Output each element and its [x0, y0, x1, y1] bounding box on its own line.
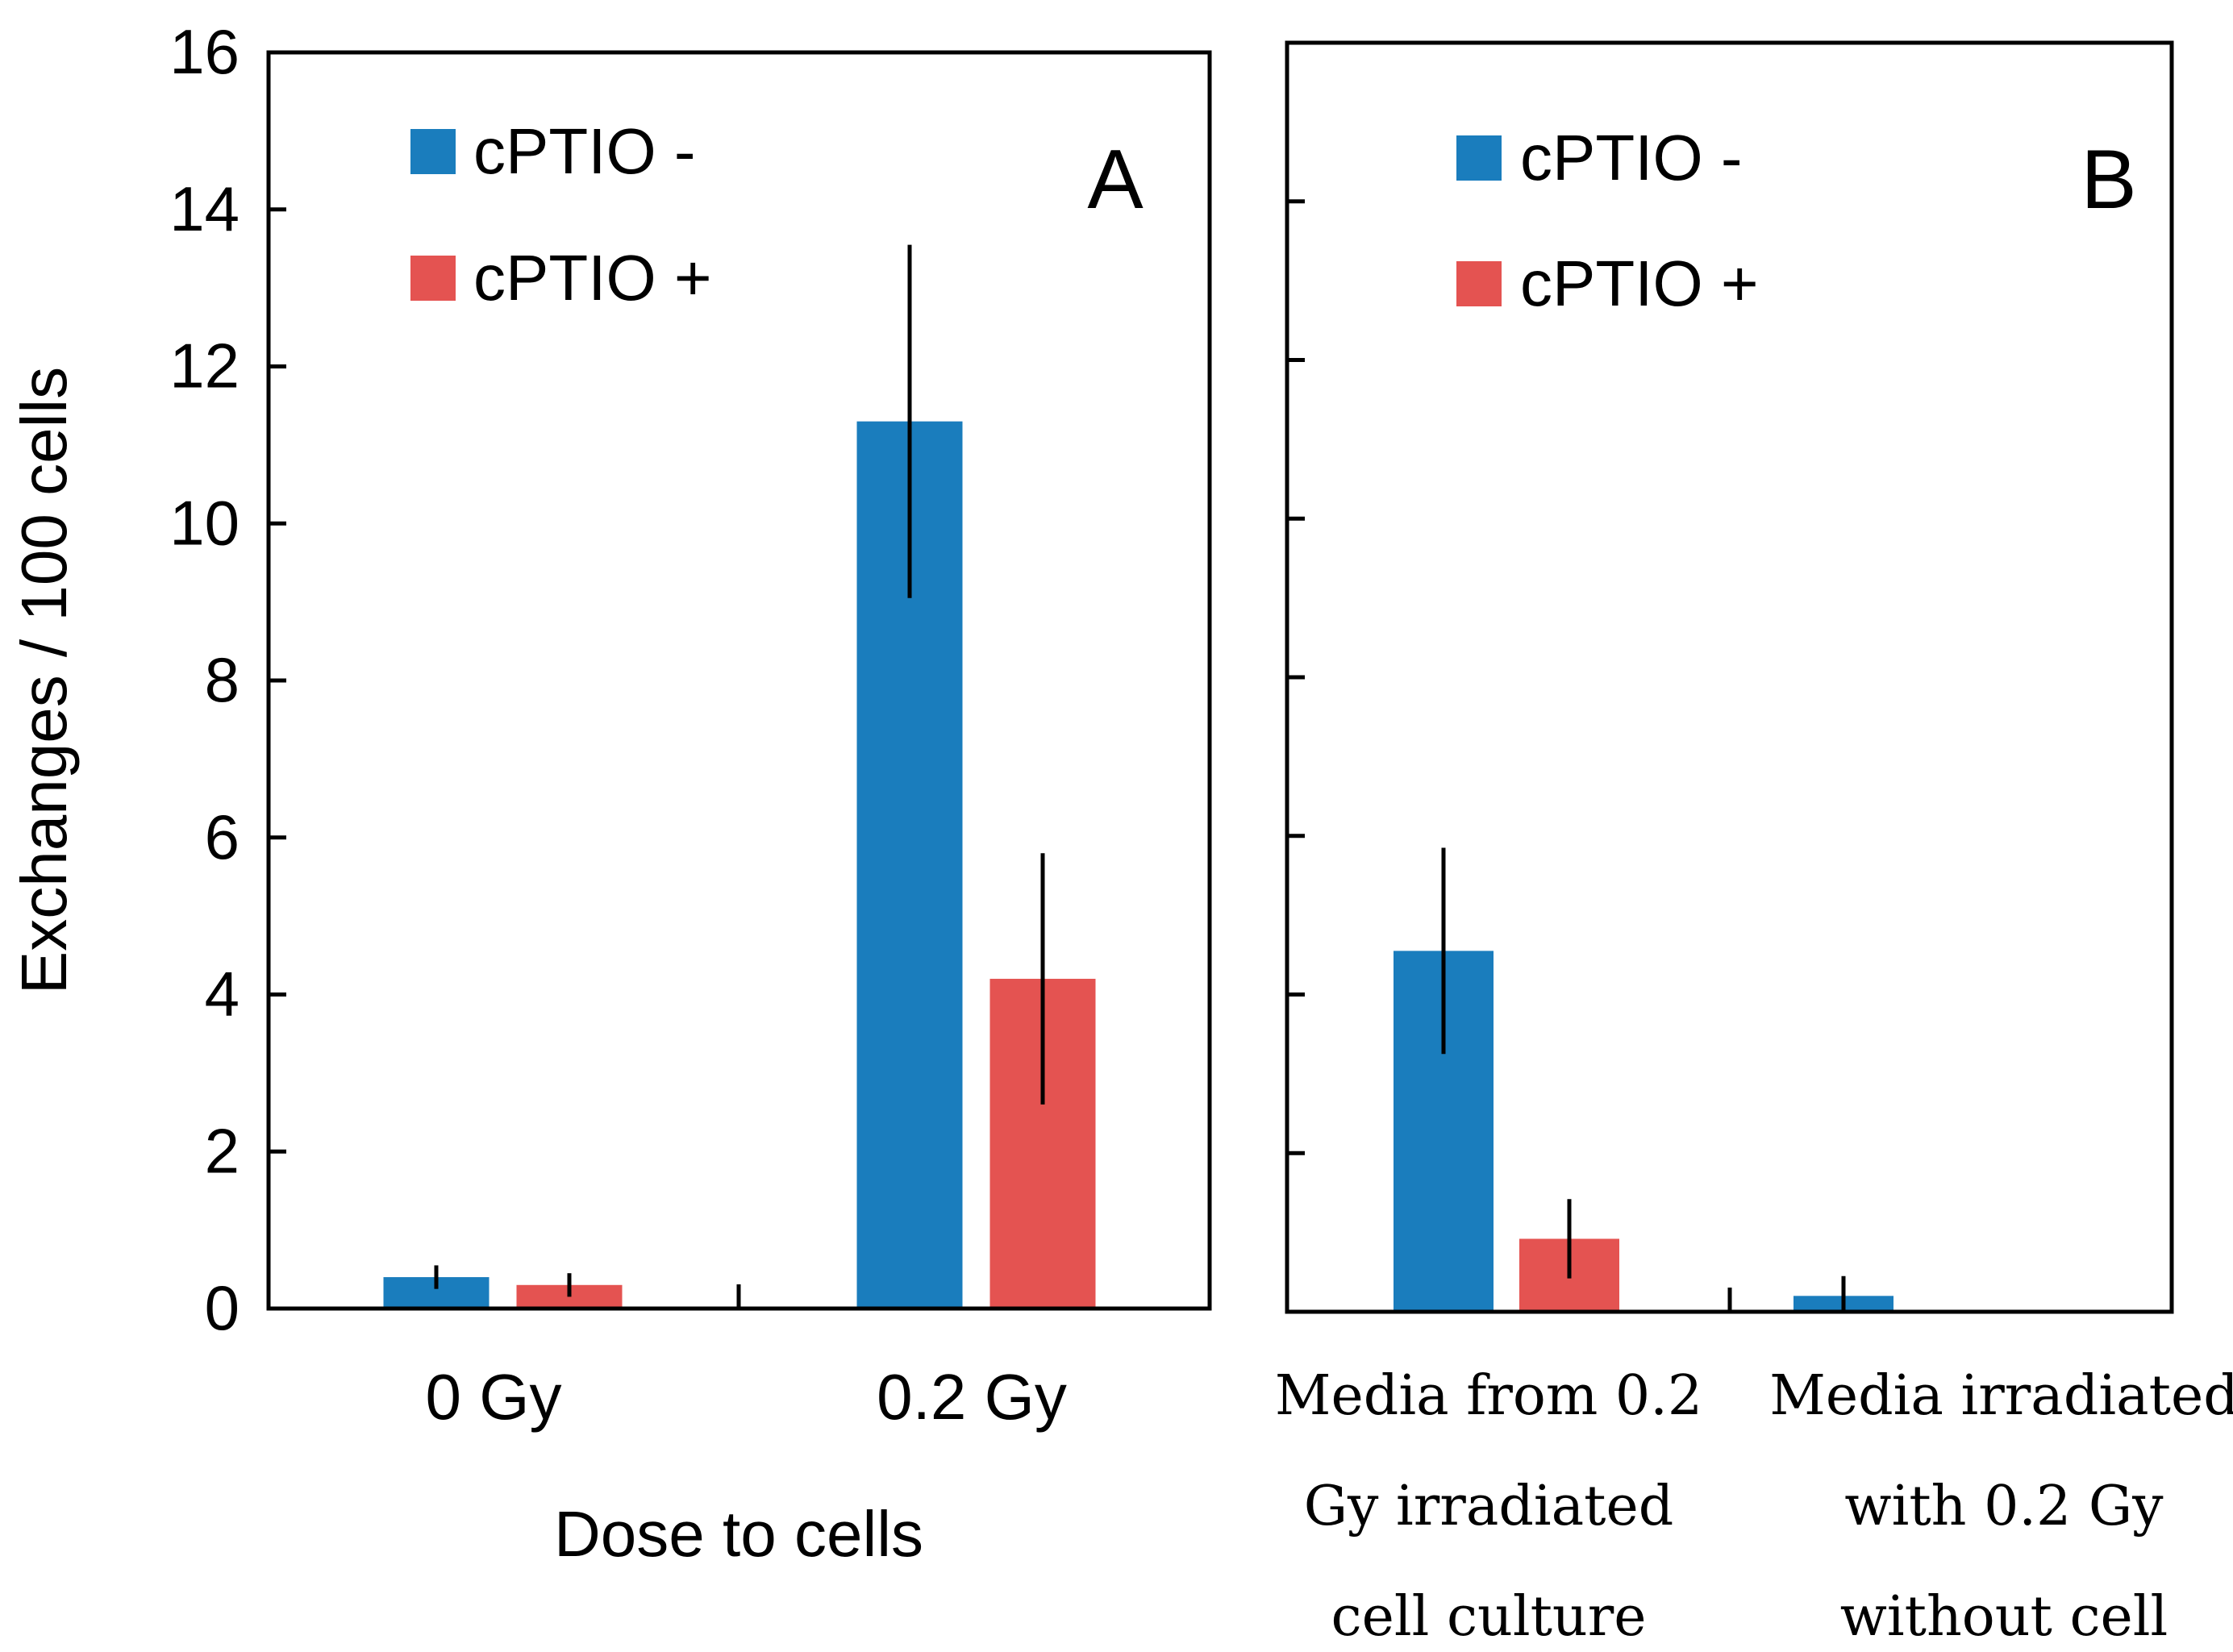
panel-b-legend-swatch [1456, 135, 1502, 181]
panel-a-y-tick-label: 8 [205, 644, 240, 715]
panel-b-category-label: Media from 0.2 [1275, 1364, 1702, 1428]
panel-a-y-tick-label: 2 [205, 1115, 240, 1186]
panel-a-y-tick-label: 0 [205, 1272, 240, 1343]
panel-a-legend-swatch [410, 129, 456, 174]
panel-a-y-tick-label: 6 [205, 801, 240, 872]
panel-b-legend-swatch [1456, 261, 1502, 306]
panel-b-category-label: Media irradiated [1769, 1364, 2233, 1428]
panel-a-y-axis-title: Exchanges / 100 cells [8, 367, 80, 994]
panel-b-category-label: Gy irradiated [1304, 1475, 1674, 1538]
panel-a-y-tick-label: 16 [169, 16, 240, 87]
panel-a-category-label: 0.2 Gy [877, 1361, 1067, 1433]
panel-a-legend-label: cPTIO - [473, 115, 696, 187]
panel-a-legend-label: cPTIO + [473, 242, 712, 314]
panel-b-legend-label: cPTIO + [1520, 248, 1759, 319]
panel-a-y-tick-label: 10 [169, 487, 240, 558]
panel-a-x-axis-title: Dose to cells [554, 1498, 923, 1570]
panel-b-panel-label: B [2081, 133, 2136, 227]
panel-a-y-tick-label: 12 [169, 331, 240, 402]
panel-a-y-tick-label: 4 [205, 959, 240, 1030]
panel-a-panel-label: A [1087, 133, 1144, 227]
panel-a-y-tick-label: 14 [169, 173, 240, 244]
panel-b-legend-label: cPTIO - [1520, 122, 1743, 193]
panel-a-category-label: 0 Gy [426, 1361, 562, 1433]
panel-b-category-label: without cell [1840, 1585, 2168, 1649]
panel-b-category-label: cell culture [1331, 1585, 1647, 1649]
panel-b-category-label: with 0.2 Gy [1844, 1475, 2164, 1538]
panel-a-legend-swatch [410, 256, 456, 301]
